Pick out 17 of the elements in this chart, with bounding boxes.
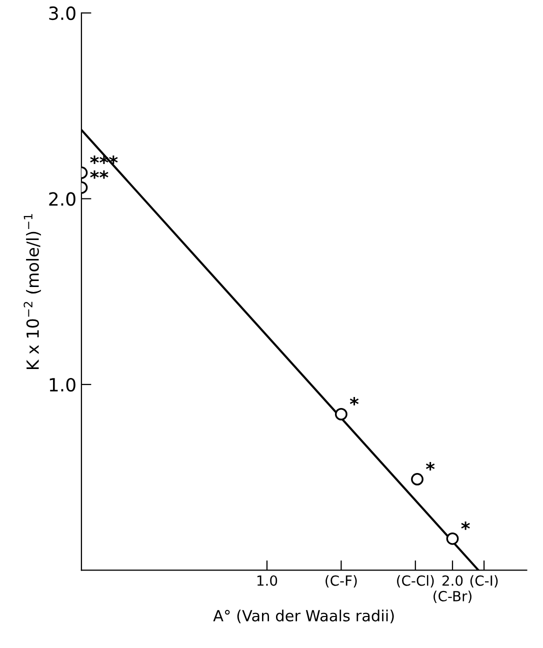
annotation: * [461, 522, 470, 530]
annotation: * [350, 397, 359, 406]
x-axis-title: A° (Van der Waals radii) [213, 610, 394, 624]
annotation: * [426, 462, 435, 470]
point [334, 408, 348, 420]
y-tick-label: 2.0 [49, 192, 76, 206]
point [411, 473, 424, 486]
x-tick-label: (C-F) [326, 575, 357, 588]
x-tick-label: (C-I) [470, 575, 498, 588]
point [446, 532, 459, 545]
y-tick-label: 1.0 [50, 378, 76, 392]
x-tick-label: 1.0 [257, 575, 278, 586]
y-axis-title: K x 10$^{−2}$ (mole/l)$^{−1}$ [24, 214, 41, 370]
x-tick-label: 2.0 (C-Br) [434, 575, 472, 604]
annotation: ** [90, 170, 108, 179]
x-tick-label: (C-Cl) [397, 575, 434, 588]
y-tick-label: 3.0 [49, 6, 76, 20]
